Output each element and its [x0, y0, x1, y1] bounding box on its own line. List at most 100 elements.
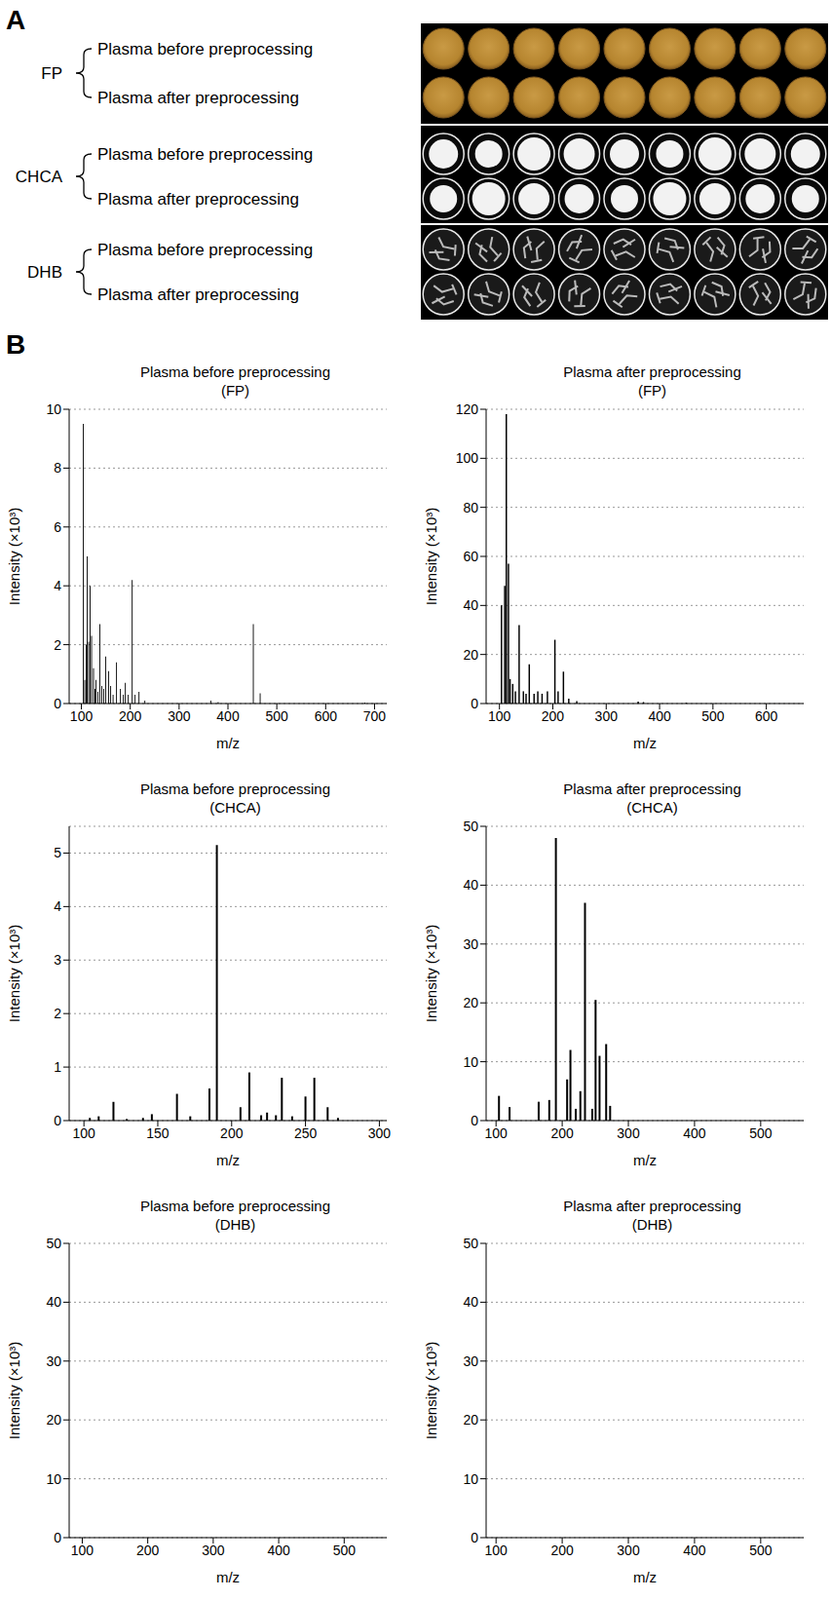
- svg-text:400: 400: [647, 708, 672, 724]
- svg-text:100: 100: [485, 1125, 509, 1141]
- svg-text:Intensity (×10³): Intensity (×10³): [5, 924, 23, 1022]
- svg-text:200: 200: [541, 708, 566, 724]
- svg-text:200: 200: [118, 708, 143, 724]
- svg-text:300: 300: [167, 708, 191, 724]
- svg-text:60: 60: [462, 548, 479, 565]
- svg-text:40: 40: [462, 876, 479, 893]
- svg-text:300: 300: [616, 1542, 641, 1558]
- svg-text:300: 300: [616, 1125, 641, 1141]
- svg-text:40: 40: [462, 1293, 479, 1310]
- svg-text:200: 200: [220, 1125, 244, 1141]
- svg-text:100: 100: [72, 1125, 96, 1141]
- svg-text:40: 40: [45, 1293, 62, 1310]
- svg-text:10: 10: [462, 1471, 479, 1487]
- svg-text:30: 30: [462, 936, 479, 952]
- svg-text:Plasma before preprocessing: Plasma before preprocessing: [97, 240, 313, 260]
- svg-text:Intensity (×10³): Intensity (×10³): [422, 924, 440, 1022]
- svg-text:DHB: DHB: [27, 263, 63, 282]
- svg-text:200: 200: [136, 1542, 160, 1558]
- html-text:B: B: [5, 329, 26, 360]
- svg-text:700: 700: [363, 708, 387, 724]
- svg-text:2: 2: [53, 637, 62, 653]
- svg-text:m/z: m/z: [633, 1568, 657, 1585]
- svg-text:100: 100: [485, 1542, 509, 1558]
- html-text:(FP): (FP): [637, 381, 667, 399]
- svg-text:10: 10: [45, 1471, 62, 1487]
- svg-text:10: 10: [45, 401, 62, 417]
- svg-text:10: 10: [462, 1054, 479, 1070]
- svg-text:150: 150: [146, 1125, 170, 1141]
- svg-text:400: 400: [682, 1542, 707, 1558]
- svg-text:30: 30: [45, 1353, 62, 1369]
- svg-text:20: 20: [45, 1411, 62, 1428]
- svg-text:400: 400: [682, 1125, 707, 1141]
- svg-text:500: 500: [749, 1125, 773, 1141]
- svg-text:300: 300: [368, 1125, 392, 1141]
- svg-text:2: 2: [53, 1005, 62, 1021]
- svg-text:300: 300: [201, 1542, 226, 1558]
- svg-text:0: 0: [470, 1529, 479, 1546]
- svg-text:0: 0: [470, 695, 479, 712]
- svg-text:400: 400: [216, 708, 240, 724]
- svg-text:Intensity (×10³): Intensity (×10³): [422, 507, 440, 605]
- svg-text:250: 250: [294, 1125, 318, 1141]
- svg-text:40: 40: [462, 597, 479, 613]
- svg-text:m/z: m/z: [633, 734, 657, 752]
- svg-text:5: 5: [53, 844, 62, 861]
- svg-text:3: 3: [53, 951, 62, 968]
- svg-text:80: 80: [462, 499, 479, 516]
- svg-text:500: 500: [264, 708, 289, 724]
- svg-text:FP: FP: [40, 64, 63, 83]
- svg-text:Intensity (×10³): Intensity (×10³): [422, 1341, 440, 1439]
- svg-text:Plasma after preprocessing: Plasma after preprocessing: [97, 285, 300, 304]
- svg-text:1: 1: [53, 1058, 62, 1075]
- svg-text:600: 600: [754, 708, 779, 724]
- svg-text:m/z: m/z: [216, 1568, 240, 1585]
- svg-text:4: 4: [53, 577, 62, 594]
- svg-text:500: 500: [749, 1542, 773, 1558]
- svg-text:50: 50: [462, 818, 479, 834]
- html-text:Plasma before preprocessing: Plasma before preprocessing: [140, 363, 331, 380]
- svg-text:200: 200: [550, 1542, 574, 1558]
- svg-text:m/z: m/z: [633, 1151, 657, 1169]
- svg-text:400: 400: [266, 1542, 291, 1558]
- html-text:(CHCA): (CHCA): [626, 798, 678, 816]
- svg-text:0: 0: [53, 1112, 62, 1129]
- html-text:(FP): (FP): [221, 381, 250, 399]
- svg-text:0: 0: [53, 1529, 62, 1546]
- svg-text:20: 20: [462, 994, 479, 1011]
- svg-text:500: 500: [333, 1542, 357, 1558]
- svg-text:Intensity (×10³): Intensity (×10³): [5, 507, 23, 605]
- svg-text:50: 50: [462, 1235, 479, 1251]
- svg-text:100: 100: [455, 450, 480, 466]
- html-text:(CHCA): (CHCA): [209, 798, 261, 816]
- svg-text:100: 100: [71, 1542, 95, 1558]
- svg-text:8: 8: [53, 459, 62, 476]
- svg-text:Plasma after preprocessing: Plasma after preprocessing: [97, 189, 300, 209]
- svg-text:4: 4: [53, 898, 62, 914]
- svg-text:500: 500: [701, 708, 725, 724]
- svg-text:120: 120: [455, 401, 480, 417]
- svg-text:300: 300: [595, 708, 619, 724]
- svg-text:100: 100: [488, 708, 512, 724]
- html-text:(DHB): (DHB): [215, 1215, 256, 1233]
- svg-text:6: 6: [53, 519, 62, 535]
- svg-text:30: 30: [462, 1353, 479, 1369]
- svg-text:A: A: [5, 4, 26, 36]
- svg-text:Intensity (×10³): Intensity (×10³): [5, 1341, 23, 1439]
- svg-text:m/z: m/z: [216, 1151, 240, 1169]
- svg-text:m/z: m/z: [216, 734, 240, 752]
- svg-text:Plasma before preprocessing: Plasma before preprocessing: [97, 145, 313, 164]
- svg-text:600: 600: [314, 708, 339, 724]
- html-text:(DHB): (DHB): [631, 1215, 673, 1233]
- svg-text:200: 200: [550, 1125, 574, 1141]
- svg-text:20: 20: [462, 646, 479, 663]
- svg-text:100: 100: [70, 708, 94, 724]
- svg-text:50: 50: [45, 1235, 62, 1251]
- svg-text:Plasma before preprocessing: Plasma before preprocessing: [97, 39, 313, 59]
- svg-text:0: 0: [53, 695, 62, 712]
- svg-text:20: 20: [462, 1411, 479, 1428]
- svg-text:CHCA: CHCA: [15, 167, 64, 187]
- svg-text:Plasma after preprocessing: Plasma after preprocessing: [97, 88, 300, 108]
- svg-text:0: 0: [470, 1112, 479, 1129]
